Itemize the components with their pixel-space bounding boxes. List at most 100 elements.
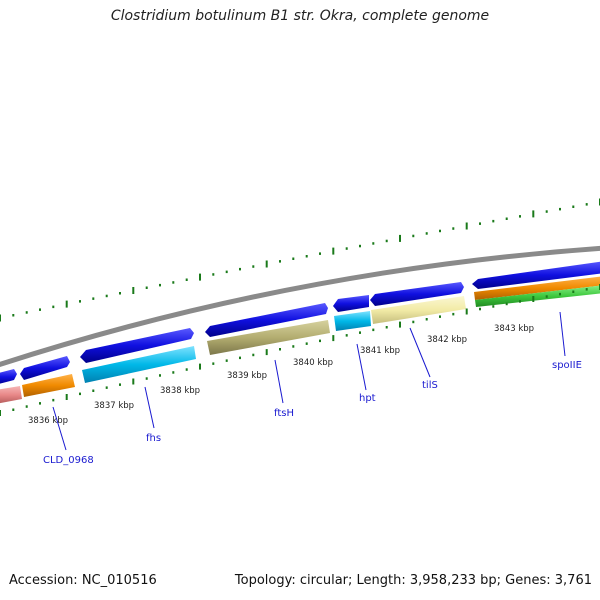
gc-skew-mark [52,398,55,402]
gc-skew-mark [199,363,201,370]
topology-text: Topology: circular; Length: 3,958,233 bp… [234,573,592,588]
gc-skew-mark [465,308,468,315]
cds-feature [0,369,17,384]
gc-skew-mark [105,386,108,389]
gc-skew-mark [345,334,348,337]
gc-skew-mark [159,374,161,377]
gc-skew-mark [292,345,295,348]
gc-skew-mark [425,232,428,235]
gene-label-CLD_0968: CLD_0968 [43,455,94,466]
cog-feature-orange [22,374,75,397]
cog-feature-cyan [82,346,196,383]
gc-skew-mark [359,331,361,334]
gc-skew-mark [505,302,508,306]
gc-skew-mark [105,294,108,298]
backbone-ring [0,245,600,368]
gc-skew-mark [465,222,468,230]
gc-skew-mark [119,383,121,386]
gc-skew-mark [172,281,175,284]
gc-skew-mark [452,312,455,316]
gc-skew-mark [479,222,481,225]
gc-skew-mark [399,321,401,328]
cds-feature [472,261,600,289]
gc-skew-mark [292,257,295,260]
gc-skew-mark [239,267,241,271]
cds-feature [333,295,369,312]
cds-feature [80,328,194,363]
gc-skew-outer [0,198,600,322]
cog-feature-pink [0,386,22,404]
cog-feature-green [475,285,600,307]
gc-skew-mark [52,305,55,309]
gc-skew-mark [25,405,28,408]
gc-skew-mark [305,255,308,258]
gc-skew-inner [0,284,600,416]
leader-line [409,327,431,378]
gene-label-tilS: tilS [422,380,438,391]
gene-label-ftsH: ftsH [274,408,294,419]
gc-skew-mark [519,215,521,218]
tick-label: 3836 kbp [28,416,68,426]
cds-feature [20,356,70,380]
leader-line [274,359,284,404]
accession-text: Accession: NC_010516 [9,573,157,588]
gc-skew-mark [372,242,375,245]
gc-skew-mark [12,408,15,411]
gc-skew-mark [412,320,415,324]
gc-skew-mark [545,210,548,213]
gc-skew-mark [505,217,508,220]
cds-feature [205,303,328,337]
tick-label: 3839 kbp [227,371,267,381]
tick-label: 3843 kbp [494,324,534,334]
gc-skew-mark [585,288,588,291]
map-title: Clostridium botulinum B1 str. Okra, comp… [110,8,490,24]
cog-feature-pale [371,296,466,324]
gc-skew-mark [0,410,1,416]
gc-skew-mark [39,402,41,405]
gc-skew-mark [279,260,281,263]
gc-skew-mark [399,234,401,242]
gene-labels: CLD_0968 fhs ftsH hpt tilS spoIIE [43,360,582,466]
gc-skew-mark [65,300,68,308]
gc-skew-mark [199,273,201,281]
gc-skew-mark [159,283,161,287]
gc-skew-mark [319,252,321,255]
gc-skew-mark [39,308,41,311]
gc-skew-mark [225,270,228,274]
gc-skew-mark [279,348,281,351]
gc-skew-mark [385,239,388,243]
gc-skew-mark [372,328,375,332]
gc-skew-mark [532,296,535,302]
gc-skew-mark [79,392,81,396]
gc-skew-mark [439,229,441,233]
cog-feature-cyan [334,311,371,331]
gc-skew-mark [185,368,188,371]
gene-label-hpt: hpt [359,393,376,404]
gc-skew-mark [559,292,561,296]
gc-skew-mark [332,247,335,255]
gc-skew-mark [12,314,15,317]
gc-skew-mark [559,207,561,211]
gc-skew-mark [265,349,268,356]
gc-skew-mark [385,326,388,329]
kbp-ticks: 3836 kbp 3837 kbp 3838 kbp 3839 kbp 3840… [28,324,534,426]
gene-label-spoIIE: spoIIE [552,360,582,371]
tick-label: 3838 kbp [160,386,200,396]
gc-skew-mark [439,315,441,318]
gc-skew-mark [225,359,228,362]
gene-label-fhs: fhs [146,433,161,444]
gc-skew-mark [265,260,268,268]
gene-leaders [52,311,566,451]
cog-feature-olive [207,320,330,355]
tick-label: 3840 kbp [293,358,333,368]
gc-skew-mark [492,219,495,223]
gc-skew-mark [252,265,255,268]
gc-skew-mark [492,305,495,308]
cog-track [0,276,600,404]
gc-skew-mark [572,290,575,293]
gc-skew-mark [359,244,361,248]
gc-skew-mark [332,335,335,342]
cds-feature [370,282,464,306]
gc-skew-mark [132,287,135,294]
